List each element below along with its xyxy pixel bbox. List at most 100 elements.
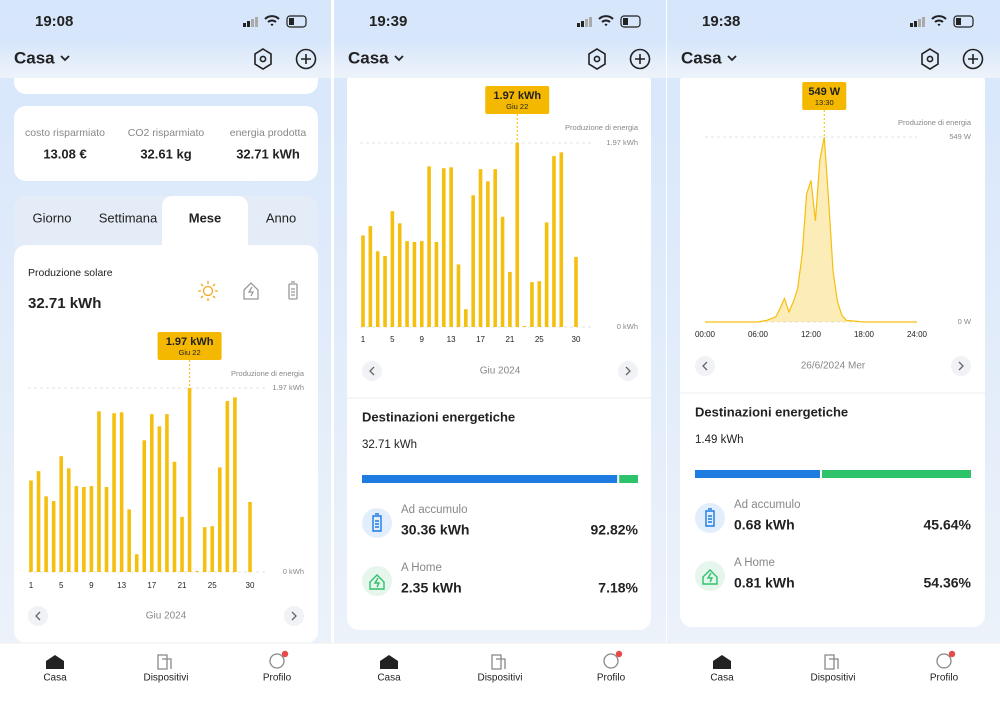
nav-label[interactable]: Casa [377, 673, 401, 684]
bar [478, 169, 483, 327]
period: 26/6/2024 Mer [801, 361, 866, 372]
bar [248, 501, 252, 572]
battery [620, 15, 641, 28]
battery-level [289, 18, 294, 25]
x-tick-label: 30 [246, 581, 255, 590]
x-tick-label: 5 [59, 581, 64, 590]
bar [427, 166, 431, 327]
bar [157, 426, 162, 572]
signal-bar [585, 19, 588, 27]
item-icon-bg [362, 508, 392, 538]
tab[interactable]: Anno [266, 210, 296, 225]
chart-title: Produzione di energia [231, 369, 305, 378]
bar [574, 256, 578, 327]
signal-bar [914, 21, 917, 27]
next-button[interactable] [618, 361, 638, 381]
notification-dot [281, 650, 289, 658]
nav-devices-icon [491, 654, 506, 670]
section-total: 32.71 kWh [362, 439, 417, 451]
notification-dot [615, 650, 623, 658]
nav-home-icon [380, 655, 398, 669]
bar [412, 242, 417, 327]
home-selector[interactable]: Casa [348, 48, 389, 67]
share-bar [695, 470, 820, 478]
bar [471, 195, 475, 327]
area-fill [705, 137, 917, 322]
bar [434, 242, 439, 327]
signal-bar [243, 23, 246, 27]
prev-button[interactable] [28, 606, 48, 626]
chevron [60, 55, 70, 62]
home-selector[interactable]: Casa [14, 48, 55, 67]
bar [552, 156, 556, 327]
home-icon[interactable] [243, 282, 259, 300]
bar [112, 413, 116, 572]
chevron [394, 55, 404, 62]
tab[interactable]: Settimana [99, 210, 158, 225]
status-time: 19:39 [369, 13, 407, 30]
prev-button[interactable] [362, 361, 382, 381]
screen: costo risparmiato 13.08 € CO2 risparmiat… [0, 0, 333, 705]
arrow [35, 611, 41, 621]
screen: 19:38 Casa Casa Dispositivi Profilo Produzion… [667, 0, 1000, 705]
active-tab [162, 196, 248, 256]
bar [74, 486, 79, 572]
add-plus [968, 54, 978, 64]
item-icon [369, 574, 385, 590]
add-button[interactable] [962, 48, 984, 70]
bar [66, 468, 71, 572]
x-tick-label: 13 [447, 335, 456, 344]
home-selector[interactable]: Casa [681, 48, 722, 67]
nav-profile-icon [936, 653, 952, 669]
bar [29, 480, 33, 572]
tooltip-value: 1.97 kWh [166, 336, 214, 348]
nav-label[interactable]: Dispositivi [810, 673, 855, 684]
bar [210, 526, 215, 572]
x-tick-label: 21 [178, 581, 187, 590]
tab[interactable]: Mese [189, 210, 222, 225]
next-button[interactable] [951, 356, 971, 376]
add-button[interactable] [295, 48, 317, 70]
settings-icon[interactable] [254, 48, 272, 70]
share-bar [821, 470, 971, 478]
prev-button[interactable] [695, 356, 715, 376]
nav-label[interactable]: Casa [43, 673, 67, 684]
y-tick-label: 0 kWh [617, 322, 638, 331]
settings-icon[interactable] [921, 48, 939, 70]
nav-label[interactable]: Casa [710, 673, 734, 684]
nav-label[interactable]: Profilo [263, 673, 292, 684]
x-tick-label: 9 [89, 581, 94, 590]
nav-profile-icon [603, 653, 619, 669]
nav-profile-icon [269, 653, 285, 669]
settings-icon[interactable] [588, 48, 606, 70]
x-tick-label: 17 [476, 335, 485, 344]
nav-label[interactable]: Profilo [597, 673, 626, 684]
header-bg [667, 40, 1000, 78]
tab[interactable]: Giorno [32, 210, 71, 225]
nav-label[interactable]: Dispositivi [477, 673, 522, 684]
nav-label[interactable]: Dispositivi [143, 673, 188, 684]
nav-home-icon [46, 655, 64, 669]
status-time: 19:38 [702, 13, 740, 30]
bar [172, 461, 177, 572]
next-button[interactable] [284, 606, 304, 626]
settings-dot [259, 55, 267, 63]
bar [530, 282, 534, 327]
sun-icon[interactable] [198, 281, 218, 301]
y-tick-label: 0 W [958, 317, 972, 326]
item-percent: 45.64% [924, 517, 972, 533]
area-line [705, 136, 917, 323]
bar [508, 271, 512, 327]
x-tick-label: 18:00 [854, 330, 875, 339]
bar [449, 167, 453, 327]
tooltip-sub: Giu 22 [179, 348, 201, 357]
bar [142, 440, 147, 572]
item-name: Ad accumulo [401, 504, 467, 516]
nav-label[interactable]: Profilo [930, 673, 959, 684]
battery-icon[interactable] [288, 281, 298, 300]
tooltip [485, 86, 550, 114]
bar [82, 487, 86, 572]
period: Giu 2024 [146, 611, 187, 622]
add-button[interactable] [629, 48, 651, 70]
